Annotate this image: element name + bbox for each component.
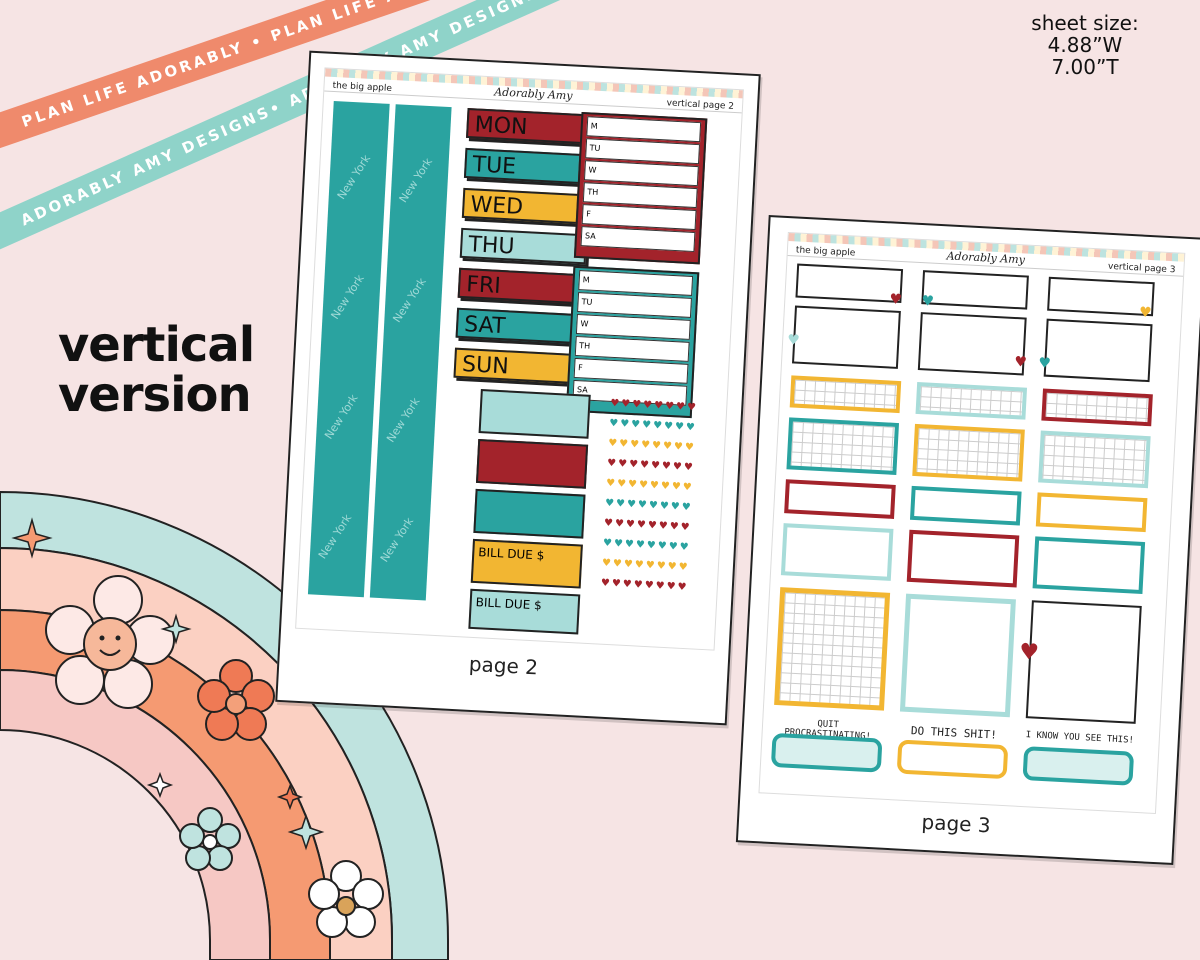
dollar-sign: $ — [536, 548, 545, 563]
page-label: vertical page 2 — [666, 98, 735, 112]
bill-due-label: BILL DUE — [475, 595, 531, 612]
bill-due-sticker: BILL DUE $ — [468, 588, 581, 635]
washi-text: New York — [322, 392, 361, 442]
page-label: vertical page 3 — [1107, 261, 1176, 276]
orange-flower-icon — [197, 659, 275, 741]
version-line2: version — [58, 367, 252, 423]
habit-tracker — [478, 389, 591, 439]
note-box — [791, 305, 901, 369]
frame-box — [1032, 536, 1146, 595]
sticker-label: I KNOW YOU SEE THIS! — [1025, 730, 1135, 746]
version-line1: vertical — [58, 317, 255, 373]
rainbow-illustration — [0, 490, 449, 960]
day-label-thu: THU — [459, 227, 588, 265]
note-box — [917, 312, 1027, 376]
day-label-wed: WED — [461, 187, 590, 225]
heart-icon: ♥ — [889, 291, 903, 309]
weekly-checklist-red: M TU W TH F SA — [573, 111, 708, 265]
frame-box — [780, 523, 894, 581]
grid-box — [786, 417, 900, 476]
heart-icon: ♥ — [786, 332, 801, 349]
washi-text: New York — [334, 152, 374, 202]
sheet-size-width: 4.88”W — [1047, 33, 1123, 57]
grid-box — [915, 381, 1028, 420]
page-caption: page 2 — [468, 651, 539, 680]
grid-box — [789, 375, 902, 414]
heart-icon: ♥ — [921, 293, 935, 310]
washi-text: New York — [377, 515, 417, 565]
version-title: vertical version — [58, 317, 255, 423]
sheet-size-label: sheet size: — [1031, 11, 1139, 35]
day-label-sun: SUN — [453, 347, 581, 385]
blue-flower-icon — [179, 807, 241, 871]
note-box — [921, 270, 1029, 310]
large-grid-box — [774, 587, 891, 711]
heart-icon: ♥ — [1018, 639, 1040, 666]
large-frame-box — [899, 593, 1016, 718]
washi-text: New York — [315, 511, 355, 562]
grid-box — [1041, 388, 1153, 427]
bill-due-label: BILL DUE — [477, 545, 534, 562]
washi-text: New York — [328, 272, 367, 322]
sheet-page-2: the big apple Adorably Amy vertical page… — [295, 67, 744, 651]
bill-due-sticker: BILL DUE $ — [470, 538, 583, 589]
day-label-tue: TUE — [463, 147, 592, 185]
habit-tracker — [473, 488, 586, 539]
frame-box — [909, 485, 1022, 526]
white-flower-icon — [308, 860, 384, 938]
note-box — [1043, 318, 1153, 383]
sparkle-icons — [11, 517, 325, 851]
frame-box — [1035, 492, 1148, 533]
label-pill — [896, 739, 1009, 780]
heart-icon: ♥ — [1138, 304, 1153, 322]
sheet-size-height: 7.00”T — [1051, 55, 1119, 79]
washi-text: New York — [384, 395, 423, 445]
frame-box — [784, 479, 896, 519]
washi-text: New York — [396, 155, 435, 206]
sticker-sheet-page-3: the big apple Adorably Amy vertical page… — [735, 214, 1200, 866]
day-label-mon: MON — [466, 107, 594, 145]
frame-box — [906, 529, 1020, 588]
grid-box — [1038, 430, 1151, 489]
sheet-size-info: sheet size: 4.88”W 7.00”T — [1010, 12, 1160, 78]
day-row: SA — [580, 226, 696, 253]
habit-tracker — [475, 438, 589, 489]
washi-text: New York — [390, 275, 429, 325]
large-note-box — [1025, 600, 1142, 724]
sticker-sheet-page-2: the big apple Adorably Amy vertical page… — [275, 50, 761, 726]
day-label-fri: FRI — [457, 267, 586, 305]
heart-icon: ♥ — [1037, 355, 1052, 372]
label-pill — [1022, 746, 1135, 786]
sheet-page-3: the big apple Adorably Amy vertical page… — [758, 231, 1186, 815]
grid-box — [912, 423, 1025, 482]
smiley-flower-icon — [45, 575, 175, 709]
day-label-sat: SAT — [455, 307, 583, 345]
label-pill — [770, 732, 883, 773]
dollar-sign: $ — [533, 598, 543, 613]
note-box — [795, 263, 904, 304]
heart-icon: ♥ — [1013, 354, 1028, 371]
heart-trackers: ♥♥♥♥♥♥♥♥ ♥♥♥♥♥♥♥♥ ♥♥♥♥♥♥♥♥ ♥♥♥♥♥♥♥♥ ♥♥♥♥… — [600, 397, 699, 594]
